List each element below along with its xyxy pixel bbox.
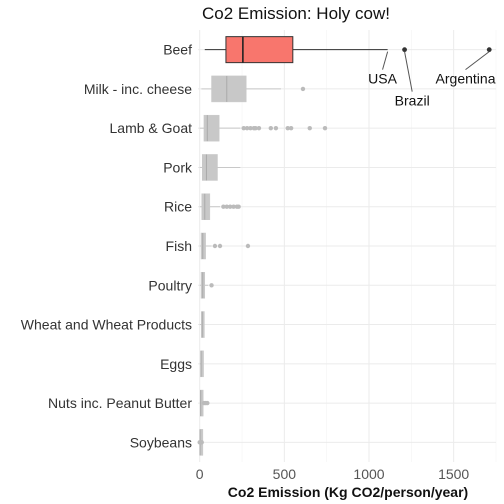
annotation-label: USA — [368, 71, 397, 87]
category-label-rice: Rice — [164, 199, 192, 215]
outlier-point — [256, 125, 262, 131]
category-label-nuts-inc-peanut-butter: Nuts inc. Peanut Butter — [48, 395, 192, 411]
annotation-argentina: Argentina — [436, 51, 496, 87]
boxplot-wheat-and-wheat-products — [199, 311, 205, 338]
outlier-point — [224, 204, 229, 209]
category-label-fish: Fish — [166, 238, 192, 254]
outlier-point — [217, 243, 223, 249]
annotation-label: Argentina — [436, 71, 496, 87]
annotation-connector — [465, 51, 490, 71]
category-label-wheat-and-wheat-products: Wheat and Wheat Products — [21, 317, 192, 333]
boxplot-beef — [204, 36, 492, 64]
outlier-point — [253, 125, 258, 131]
outlier-point — [273, 125, 279, 131]
boxplot-nuts-inc-peanut-butter — [199, 389, 210, 417]
annotation-brazil: Brazil — [395, 51, 430, 109]
boxplot-milk-inc-cheese — [201, 75, 306, 103]
annotation-label: Brazil — [395, 93, 430, 109]
annotation-connector — [404, 51, 413, 92]
x-axis-title: Co2 Emission (Kg CO2/person/year) — [228, 484, 468, 500]
category-label-poultry: Poultry — [148, 277, 192, 293]
annotation-connector — [382, 51, 389, 70]
outlier-point — [244, 125, 250, 131]
box — [211, 75, 247, 103]
outlier-point — [288, 125, 294, 131]
boxplot-fish — [199, 232, 251, 260]
outlier-point — [322, 125, 328, 131]
box — [200, 232, 206, 260]
category-label-eggs: Eggs — [160, 356, 192, 372]
box — [225, 36, 294, 64]
outlier-point — [307, 125, 312, 131]
outlier-point — [236, 204, 241, 209]
annotations: USA Brazil Argentina — [368, 51, 496, 109]
category-label-milk-inc-cheese: Milk - inc. cheese — [84, 81, 192, 97]
outlier-point — [212, 243, 218, 249]
boxplot-pork — [199, 154, 241, 181]
boxplot-rice — [199, 193, 241, 220]
x-tick-label: 1500 — [438, 466, 469, 482]
x-tick-labels: 0 500 1000 1500 — [196, 466, 470, 482]
outlier-point — [221, 204, 226, 209]
boxplots — [197, 36, 492, 456]
outlier-point — [402, 47, 407, 53]
chart-title: Co2 Emission: Holy cow! — [202, 4, 390, 23]
x-tick-label: 1000 — [353, 466, 384, 482]
boxplot-soybeans — [197, 429, 204, 456]
category-label-lamb-goat: Lamb & Goat — [110, 120, 193, 136]
outlier-point — [209, 283, 214, 288]
category-labels: Beef Milk - inc. cheese Lamb & Goat Pork Ric… — [21, 42, 193, 451]
outlier-point — [268, 125, 274, 131]
boxplot-lamb-goat — [199, 114, 328, 142]
outlier-point — [245, 243, 251, 249]
outlier-point — [285, 125, 290, 131]
box — [200, 350, 204, 378]
box — [203, 114, 220, 142]
category-label-pork: Pork — [163, 159, 193, 175]
category-label-beef: Beef — [163, 42, 192, 58]
category-label-soybeans: Soybeans — [130, 434, 192, 450]
box — [201, 311, 205, 338]
outlier-point — [205, 400, 210, 406]
boxplot-eggs — [199, 350, 204, 378]
x-tick-label: 500 — [273, 466, 297, 482]
box — [201, 154, 218, 181]
outlier-point — [486, 47, 492, 53]
annotation-usa: USA — [368, 51, 398, 87]
outlier-point — [199, 440, 204, 445]
outlier-point — [300, 86, 306, 92]
outlier-point — [227, 204, 233, 209]
x-tick-label: 0 — [196, 466, 204, 482]
outlier-point — [231, 204, 236, 209]
outlier-point — [241, 125, 246, 131]
boxplot-poultry — [199, 272, 214, 299]
outlier-point — [248, 125, 253, 131]
box — [201, 193, 211, 220]
